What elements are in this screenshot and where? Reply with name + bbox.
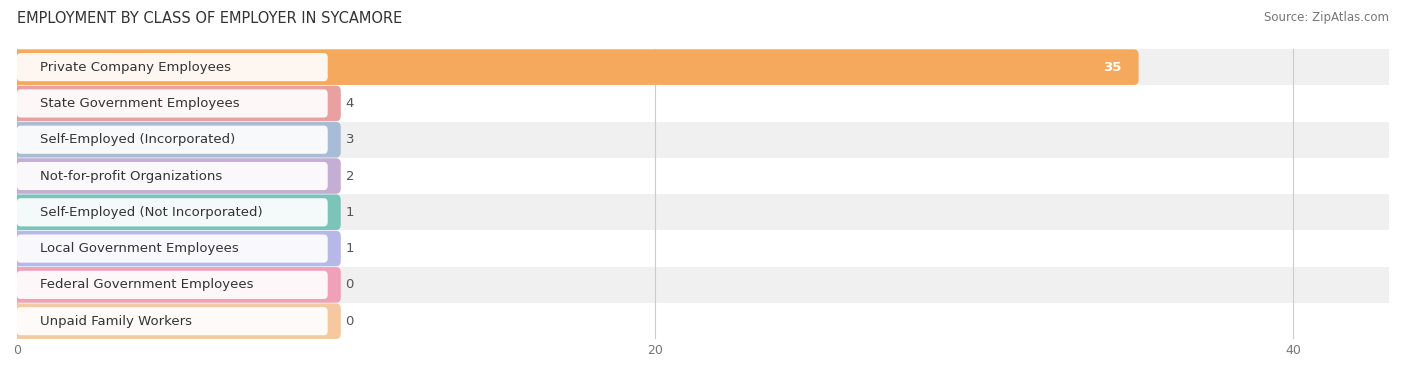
Text: Federal Government Employees: Federal Government Employees [39, 278, 253, 291]
Text: Self-Employed (Incorporated): Self-Employed (Incorporated) [39, 133, 235, 146]
Text: 0: 0 [346, 278, 354, 291]
Text: 3: 3 [346, 133, 354, 146]
Bar [17, 303, 1389, 339]
Bar [17, 158, 1389, 194]
FancyBboxPatch shape [17, 307, 328, 335]
FancyBboxPatch shape [13, 122, 340, 158]
Text: 35: 35 [1102, 61, 1121, 74]
Text: Unpaid Family Workers: Unpaid Family Workers [39, 315, 191, 328]
FancyBboxPatch shape [13, 267, 340, 303]
FancyBboxPatch shape [13, 49, 1139, 85]
Text: EMPLOYMENT BY CLASS OF EMPLOYER IN SYCAMORE: EMPLOYMENT BY CLASS OF EMPLOYER IN SYCAM… [17, 11, 402, 26]
FancyBboxPatch shape [17, 271, 328, 299]
FancyBboxPatch shape [17, 162, 328, 190]
FancyBboxPatch shape [13, 158, 340, 194]
Text: 0: 0 [346, 315, 354, 328]
FancyBboxPatch shape [17, 53, 328, 81]
Text: 2: 2 [346, 170, 354, 182]
Text: 1: 1 [346, 242, 354, 255]
FancyBboxPatch shape [13, 86, 340, 121]
FancyBboxPatch shape [13, 303, 340, 339]
Text: Private Company Employees: Private Company Employees [39, 61, 231, 74]
Bar [17, 85, 1389, 121]
Bar [17, 267, 1389, 303]
FancyBboxPatch shape [13, 195, 340, 230]
Text: Not-for-profit Organizations: Not-for-profit Organizations [39, 170, 222, 182]
Text: 1: 1 [346, 206, 354, 219]
Bar [17, 194, 1389, 230]
FancyBboxPatch shape [17, 234, 328, 263]
FancyBboxPatch shape [17, 198, 328, 226]
Bar [17, 121, 1389, 158]
Text: Self-Employed (Not Incorporated): Self-Employed (Not Incorporated) [39, 206, 263, 219]
FancyBboxPatch shape [13, 231, 340, 267]
FancyBboxPatch shape [17, 89, 328, 118]
Text: 4: 4 [346, 97, 354, 110]
FancyBboxPatch shape [17, 126, 328, 154]
Bar [17, 49, 1389, 85]
Text: Local Government Employees: Local Government Employees [39, 242, 239, 255]
Text: Source: ZipAtlas.com: Source: ZipAtlas.com [1264, 11, 1389, 24]
Bar [17, 230, 1389, 267]
Text: State Government Employees: State Government Employees [39, 97, 239, 110]
